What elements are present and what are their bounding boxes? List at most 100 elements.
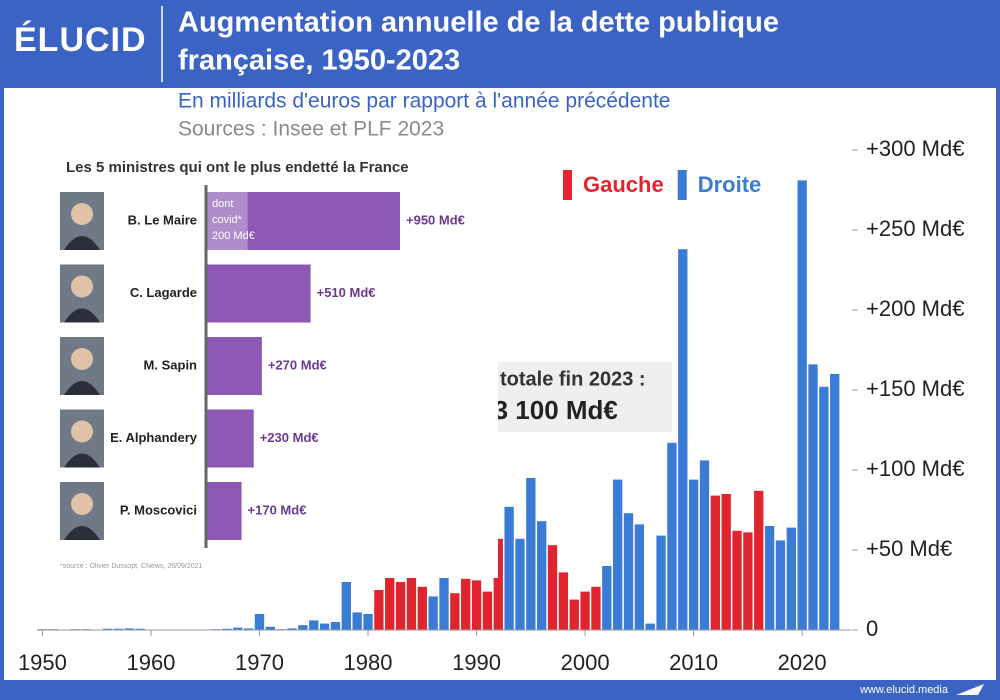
bar xyxy=(786,527,796,630)
bar xyxy=(764,526,775,630)
bar xyxy=(207,337,262,395)
bar xyxy=(309,620,319,630)
y-tick-label: +100 Md€ xyxy=(866,456,964,481)
value-label: +270 Md€ xyxy=(268,357,327,372)
y-tick-label: +250 Md€ xyxy=(866,216,964,241)
bar xyxy=(580,591,590,630)
bar xyxy=(124,628,134,630)
legend-swatch xyxy=(677,170,687,200)
value-label: +950 Md€ xyxy=(406,212,465,227)
bar xyxy=(504,506,514,630)
bar xyxy=(623,513,634,630)
footer-band xyxy=(0,680,1000,700)
bar xyxy=(330,622,341,630)
portrait-body xyxy=(64,236,100,250)
bar xyxy=(113,628,124,630)
bar xyxy=(417,586,427,630)
bar xyxy=(385,572,395,630)
covid-bar xyxy=(207,192,248,250)
x-tick-label: 1990 xyxy=(452,650,501,675)
bar xyxy=(428,596,438,630)
bar xyxy=(482,591,493,630)
bar xyxy=(537,521,547,630)
bar xyxy=(721,494,731,630)
bar xyxy=(395,582,406,630)
bar xyxy=(547,545,558,630)
bar xyxy=(341,582,351,630)
bar xyxy=(602,566,612,630)
x-tick-label: 1960 xyxy=(126,650,175,675)
bar xyxy=(450,593,460,630)
inset-title: Les 5 ministres qui ont le plus endetté … xyxy=(66,159,409,176)
portrait-face xyxy=(71,348,93,370)
bar xyxy=(667,442,677,630)
source: Sources : Insee et PLF 2023 xyxy=(178,118,444,141)
bar xyxy=(265,626,276,630)
y-tick-label: +300 Md€ xyxy=(866,136,964,161)
bar xyxy=(688,479,699,630)
covid-label: 200 Md€ xyxy=(212,230,255,242)
value-label: +230 Md€ xyxy=(260,430,319,445)
legend-label: Gauche xyxy=(583,172,664,197)
bar xyxy=(819,386,829,630)
bar xyxy=(830,374,840,630)
category-label: P. Moscovici xyxy=(120,502,197,517)
footer-logo xyxy=(956,684,984,695)
bar xyxy=(656,535,666,630)
covid-label: covid* xyxy=(212,214,243,226)
portrait-body xyxy=(64,453,100,468)
bar xyxy=(699,460,710,630)
bar xyxy=(526,478,536,630)
bar xyxy=(406,577,417,630)
bar xyxy=(732,530,742,630)
x-tick-label: 2010 xyxy=(669,650,718,675)
category-label: B. Le Maire xyxy=(128,212,197,227)
bar xyxy=(515,538,525,630)
bar xyxy=(439,577,449,630)
logo: ÉLUCID xyxy=(14,21,147,59)
x-tick-label: 2000 xyxy=(561,650,610,675)
y-tick-label: 0 xyxy=(866,616,878,641)
category-label: C. Lagarde xyxy=(130,285,197,300)
bar xyxy=(808,364,818,630)
title-line: Augmentation annuelle de la dette publiq… xyxy=(178,7,779,39)
category-label: E. Alphandery xyxy=(110,430,198,445)
bar xyxy=(743,532,753,630)
portrait-face xyxy=(71,203,93,225)
bar xyxy=(298,625,308,630)
bar xyxy=(222,628,232,630)
bar xyxy=(612,479,623,630)
value-label: +170 Md€ xyxy=(248,502,307,517)
bar xyxy=(634,524,645,630)
portrait-body xyxy=(64,526,100,540)
bar xyxy=(645,623,655,630)
covid-label: dont xyxy=(212,198,233,210)
subtitle: En milliards d'euros par rapport à l'ann… xyxy=(178,90,670,113)
x-tick-label: 2020 xyxy=(778,650,827,675)
bar xyxy=(493,538,503,630)
bar xyxy=(678,249,688,630)
y-tick-label: +50 Md€ xyxy=(866,536,952,561)
bar xyxy=(754,490,764,630)
bar xyxy=(243,628,254,630)
category-label: M. Sapin xyxy=(144,357,198,372)
bar xyxy=(558,572,569,630)
bar xyxy=(352,612,362,630)
bar xyxy=(207,482,242,540)
y-tick-label: +200 Md€ xyxy=(866,296,964,321)
portrait-face xyxy=(71,420,93,443)
header-band xyxy=(0,0,1000,88)
portrait-face xyxy=(71,275,93,298)
portrait-face xyxy=(71,493,93,515)
bar xyxy=(775,540,786,630)
bar xyxy=(569,599,579,630)
bar xyxy=(363,614,373,630)
bar xyxy=(710,495,721,630)
bar xyxy=(135,628,145,630)
footer: www.elucid.media xyxy=(859,684,949,696)
bar xyxy=(102,628,113,630)
title-line: française, 1950-2023 xyxy=(178,45,460,77)
portrait-body xyxy=(64,381,100,395)
bar xyxy=(207,409,254,468)
